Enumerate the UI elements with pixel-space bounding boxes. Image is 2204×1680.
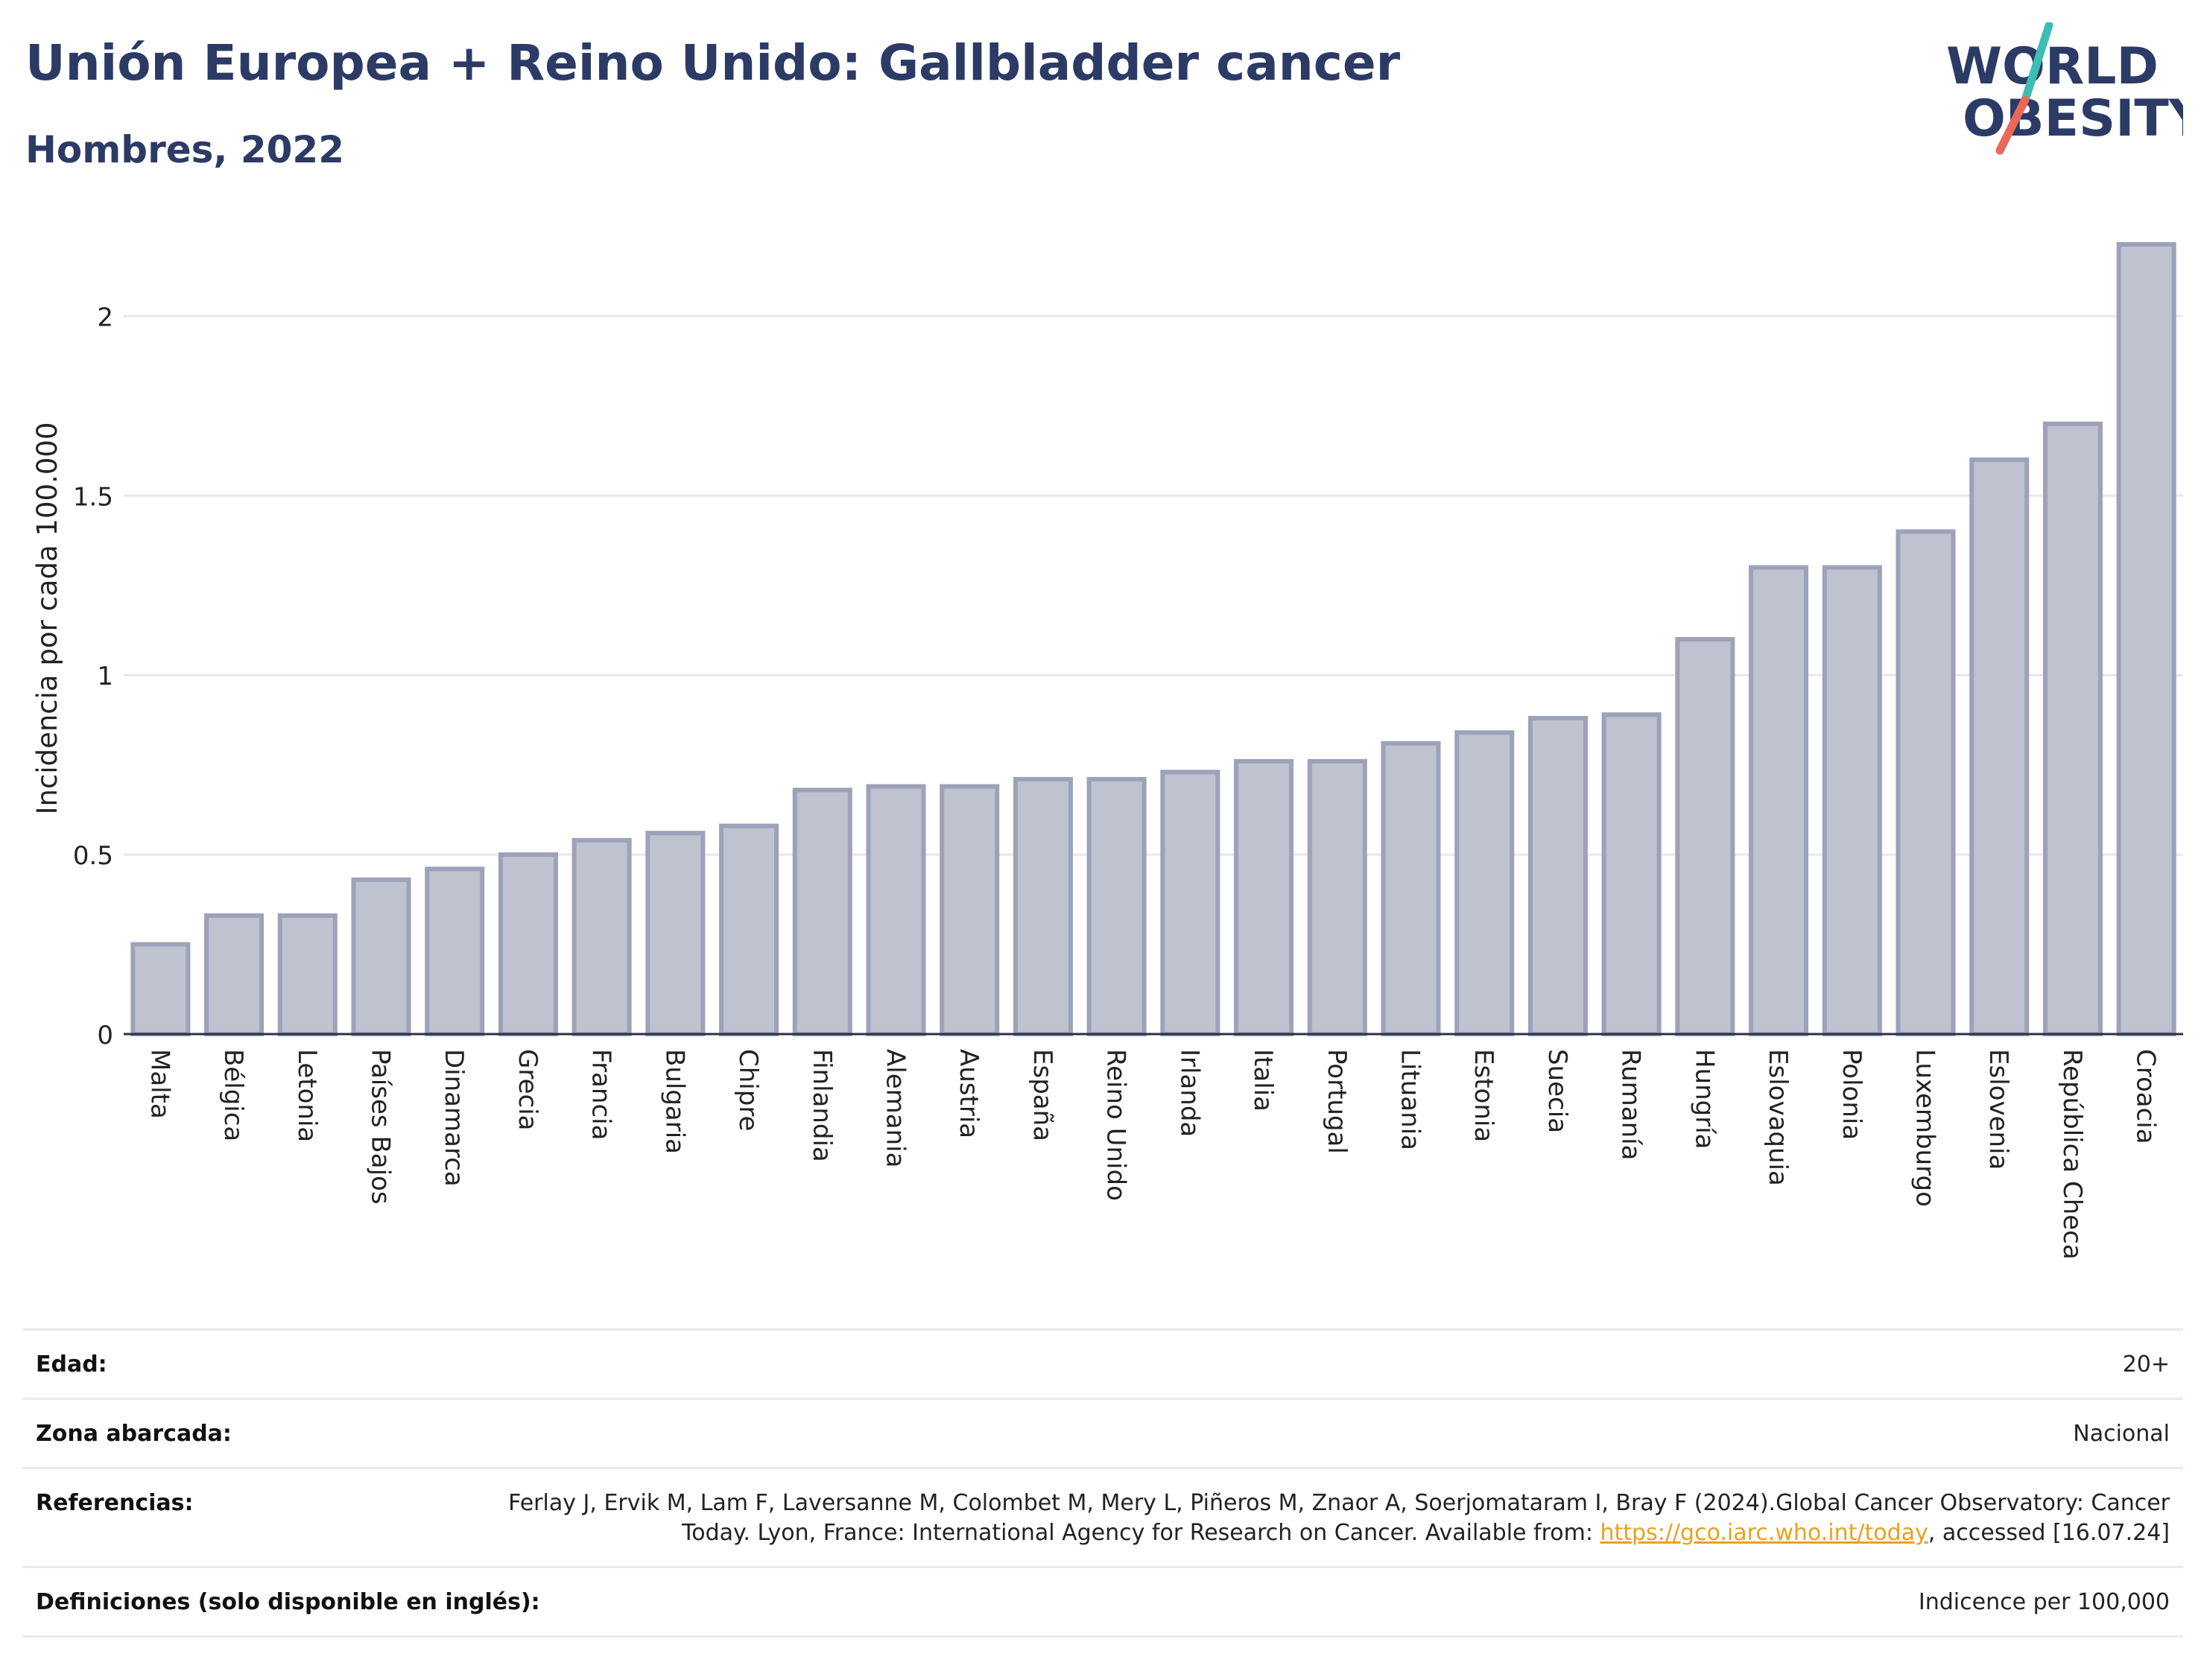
definitions-label: Definiciones (solo disponible en inglés)… [36,1589,540,1615]
references-link[interactable]: https://gco.iarc.who.int/today [1600,1520,1928,1546]
bar [1086,776,1147,1036]
references-value: Ferlay J, Ervik M, Lam F, Laversanne M, … [486,1489,2170,1548]
x-tick-label: Portugal [1322,1049,1352,1154]
x-tick-label: Reino Unido [1101,1049,1131,1201]
logo-slash-teal [2021,22,2053,104]
tick-labels: 0 0.5 1 1.5 2 Malta Bélgica Letonia Países Bajos… [73,302,2161,1259]
info-table: Edad: 20+ Zona abarcada: Nacional Refere… [22,1328,2183,1638]
logo-word-obesity: OBESITY [1963,89,2183,148]
x-tick-label: Letonia [292,1049,322,1142]
y-tick-label: 1 [97,662,113,691]
bar [1307,758,1367,1036]
info-row-area: Zona abarcada: Nacional [22,1398,2183,1467]
bar [2116,242,2176,1036]
bar [645,831,706,1036]
bar [425,866,485,1037]
x-tick-label: Bélgica [218,1049,248,1141]
x-tick-label: Lituania [1396,1049,1425,1150]
x-tick-label: Estonia [1469,1049,1498,1142]
bar-chart: 0 0.5 1 1.5 2 Malta Bélgica Letonia Países Bajos… [31,242,2183,1260]
bar [2042,421,2103,1036]
definitions-value: Indicence per 100,000 [1918,1589,2170,1615]
info-row-references: Referencias: Ferlay J, Ervik M, Lam F, L… [22,1467,2183,1566]
references-accessed: , accessed [16.07.24] [1928,1520,2170,1546]
x-tick-label: Irlanda [1174,1049,1204,1137]
bar [1160,770,1220,1036]
y-tick-label: 1.5 [73,482,113,512]
x-tick-label: Países Bajos [366,1049,396,1205]
bar [1969,457,2030,1036]
y-tick-label: 0 [97,1021,113,1050]
x-tick-label: Croacia [2131,1049,2161,1144]
bar [130,942,191,1036]
bar [1749,565,1809,1036]
area-label: Zona abarcada: [36,1421,232,1447]
references-text: Ferlay J, Ervik M, Lam F, Laversanne M, … [508,1490,2170,1546]
world-obesity-logo: WORLD OBESITY [1946,22,2183,155]
bar [277,913,338,1036]
y-axis-label: Incidencia por cada 100.000 [31,422,63,815]
references-label: Referencias: [36,1490,194,1516]
logo-slash-coral [1995,95,2030,155]
bar [351,877,411,1037]
x-tick-label: Eslovenia [1983,1049,2013,1170]
x-tick-label: Finlandia [807,1049,837,1162]
bar [204,913,265,1036]
x-tick-label: Polonia [1837,1049,1866,1140]
bar [866,784,926,1036]
x-tick-label: Luxemburgo [1910,1049,1940,1207]
bar [498,852,558,1037]
x-tick-label: República Checa [2057,1049,2087,1260]
info-row-definitions: Definiciones (solo disponible en inglés)… [22,1566,2183,1638]
age-label: Edad: [36,1351,107,1378]
x-tick-label: Hungría [1689,1049,1719,1150]
bar [1601,712,1662,1036]
x-tick-label: Bulgaria [659,1049,689,1154]
x-tick-label: Chipre [733,1049,763,1131]
x-tick-label: Dinamarca [439,1049,469,1187]
bar [1381,741,1441,1037]
x-tick-label: Austria [954,1049,984,1138]
x-tick-label: Suecia [1542,1049,1572,1133]
logo-word-world: WORLD [1946,37,2159,96]
bar [1234,758,1294,1036]
bars [130,242,2176,1037]
bar [719,823,779,1036]
info-row-age: Edad: 20+ [22,1328,2183,1398]
bar [1454,730,1515,1036]
y-tick-label: 2 [97,302,113,332]
x-tick-label: Eslovaquia [1763,1049,1793,1186]
age-value: 20+ [2122,1351,2170,1378]
y-tick-label: 0.5 [73,841,113,871]
x-tick-label: Grecia [513,1049,542,1130]
bar [940,784,1000,1036]
chart-subtitle: Hombres, 2022 [25,128,344,171]
bar [1675,637,1735,1036]
area-value: Nacional [2073,1421,2170,1447]
x-tick-label: Francia [586,1049,616,1140]
x-tick-label: España [1027,1049,1057,1141]
x-tick-label: Rumanía [1616,1049,1646,1160]
bar [1822,565,1882,1036]
x-tick-label: Alemania [881,1049,911,1167]
bar [792,787,852,1036]
x-tick-label: Malta [145,1049,174,1119]
bar [1527,716,1588,1036]
chart-title: Unión Europea + Reino Unido: Gallbladder… [25,34,1401,92]
bar [571,837,632,1037]
bar [1013,776,1073,1036]
bar [1896,529,1956,1036]
x-tick-label: Italia [1248,1049,1278,1112]
